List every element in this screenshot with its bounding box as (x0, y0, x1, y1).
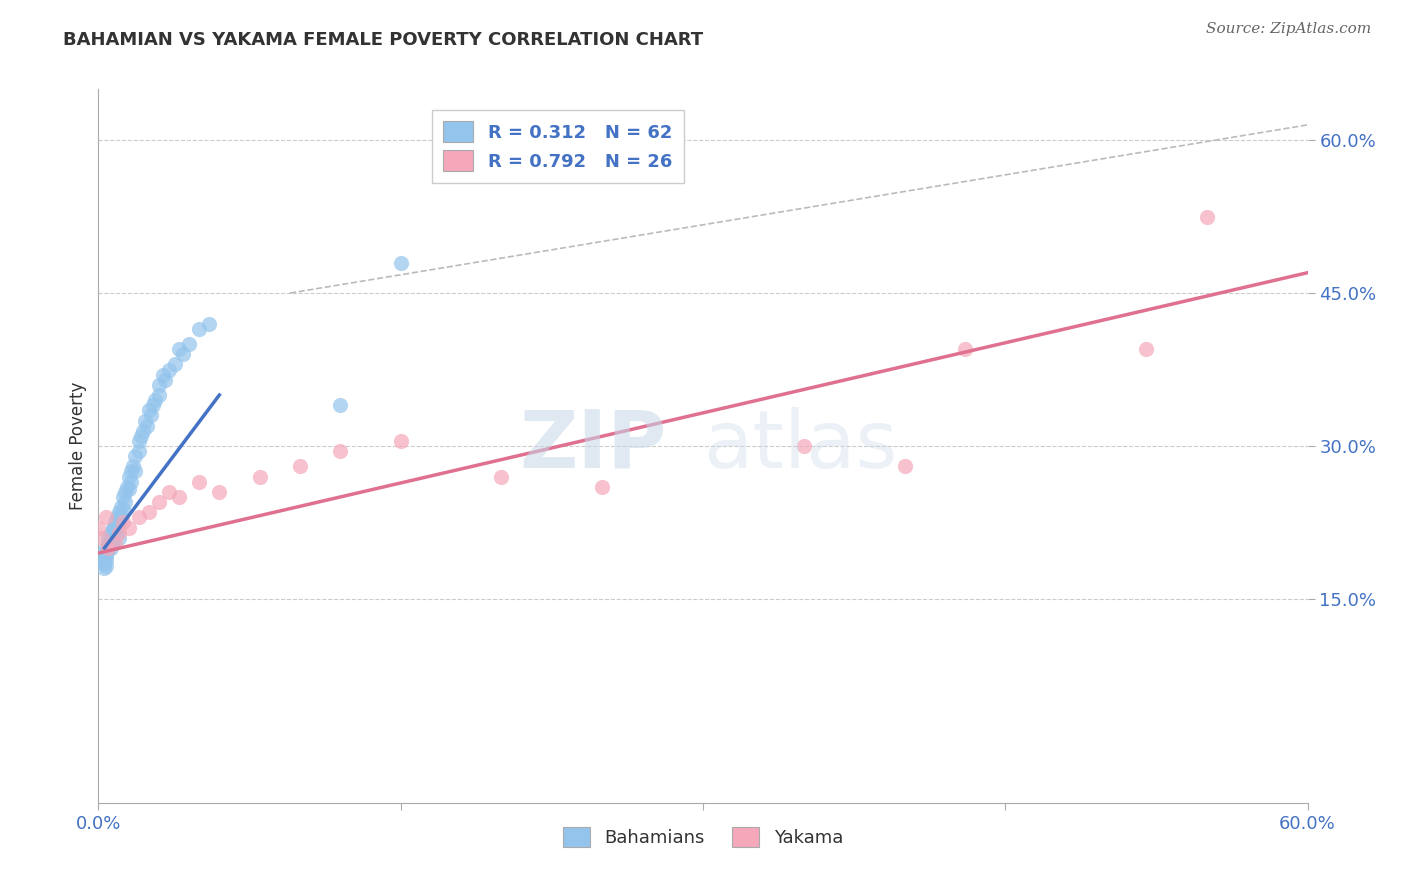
Point (148, 388, 170, 402)
Point (139, 409, 162, 423)
Point (157, 362, 180, 376)
Point (148, 377, 170, 392)
Point (97, 536, 120, 550)
Point (97, 531, 120, 545)
Point (143, 393, 166, 408)
Point (105, 525, 128, 540)
Point (111, 490, 134, 504)
Point (107, 518, 129, 533)
Point (172, 347, 194, 361)
Point (208, 484, 231, 499)
Point (107, 531, 129, 545)
Point (153, 373, 176, 387)
Point (591, 480, 613, 494)
Point (93, 551, 115, 566)
Point (97, 541, 120, 555)
Point (953, 342, 976, 356)
Point (103, 520, 125, 534)
Point (97, 543, 120, 558)
Point (101, 520, 124, 534)
Point (101, 523, 124, 537)
Point (115, 480, 138, 494)
Point (96, 541, 118, 555)
Point (138, 505, 160, 519)
Point (389, 434, 412, 448)
Point (111, 502, 134, 516)
Point (96, 549, 118, 563)
Point (121, 459, 143, 474)
Point (101, 536, 124, 550)
Point (110, 510, 132, 524)
Point (96, 510, 118, 524)
Point (142, 398, 165, 412)
Y-axis label: Female Poverty: Female Poverty (69, 382, 87, 510)
Point (329, 398, 352, 412)
Point (163, 358, 186, 372)
Point (491, 469, 513, 483)
Point (96, 553, 118, 567)
Point (110, 500, 132, 515)
Point (107, 525, 129, 540)
Point (120, 465, 142, 479)
Point (128, 510, 150, 524)
Point (114, 484, 136, 499)
Point (105, 510, 128, 524)
Point (100, 541, 122, 555)
Point (114, 495, 136, 509)
Point (1135, 342, 1157, 356)
Point (129, 429, 152, 443)
Point (132, 424, 155, 438)
Point (93, 556, 115, 570)
Point (124, 449, 146, 463)
Point (128, 434, 150, 448)
Point (87, 520, 110, 534)
Point (91, 531, 114, 545)
Point (188, 475, 211, 489)
Point (148, 495, 170, 509)
Point (118, 520, 141, 534)
Point (93, 546, 115, 560)
Text: atlas: atlas (703, 407, 897, 485)
Point (1195, 210, 1218, 224)
Point (389, 255, 412, 269)
Point (249, 469, 271, 483)
Point (793, 439, 815, 453)
Point (179, 337, 201, 351)
Point (118, 469, 141, 483)
Point (128, 444, 150, 458)
Point (157, 484, 180, 499)
Point (288, 459, 311, 474)
Point (188, 322, 211, 336)
Point (167, 342, 190, 356)
Point (120, 475, 142, 489)
Point (107, 505, 129, 519)
Point (103, 516, 125, 530)
Text: BAHAMIAN VS YAKAMA FEMALE POVERTY CORRELATION CHART: BAHAMIAN VS YAKAMA FEMALE POVERTY CORREL… (63, 31, 703, 49)
Point (167, 490, 190, 504)
Point (134, 413, 156, 427)
Point (893, 459, 915, 474)
Point (100, 533, 122, 547)
Point (118, 482, 141, 496)
Point (135, 418, 157, 433)
Legend: Bahamians, Yakama: Bahamians, Yakama (555, 820, 851, 855)
Point (103, 536, 125, 550)
Point (138, 403, 160, 417)
Point (93, 561, 115, 575)
Point (111, 516, 134, 530)
Text: Source: ZipAtlas.com: Source: ZipAtlas.com (1205, 22, 1371, 37)
Text: ZIP: ZIP (519, 407, 666, 485)
Point (96, 559, 118, 574)
Point (152, 368, 174, 382)
Point (329, 444, 352, 458)
Point (107, 512, 129, 526)
Point (100, 525, 122, 540)
Point (198, 317, 221, 331)
Point (124, 465, 146, 479)
